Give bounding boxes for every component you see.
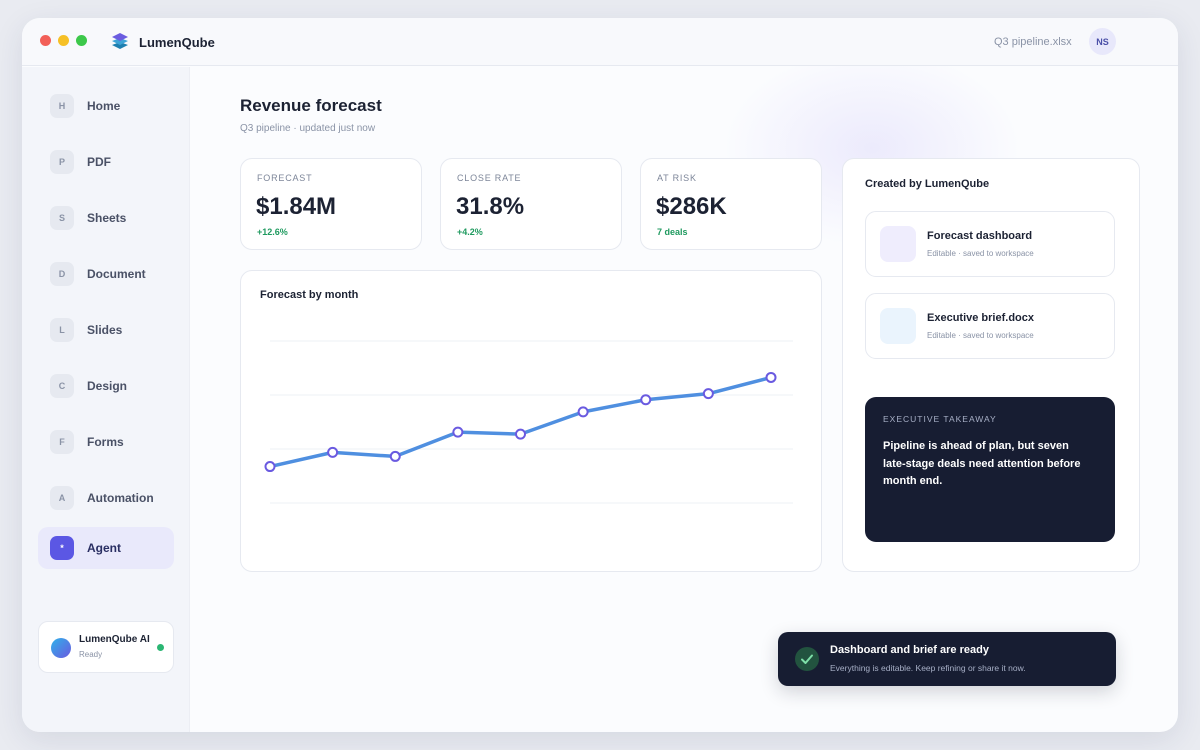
created-files-panel: Created by LumenQube Forecast dashboard … (842, 158, 1140, 572)
file-card-forecast-dashboard[interactable]: Forecast dashboard Editable · saved to w… (865, 211, 1115, 277)
layers-logo-icon (112, 33, 128, 49)
forecast-data-point[interactable] (389, 450, 401, 462)
assistant-status-card[interactable]: LumenQube AI Ready (38, 621, 174, 673)
sidebar-item-label: Agent (87, 541, 121, 555)
panel-title: Created by LumenQube (865, 178, 990, 190)
sidebar-item-label: Automation (87, 491, 154, 505)
forecast-data-point[interactable] (515, 428, 526, 440)
user-avatar[interactable]: NS (1089, 28, 1116, 55)
forecast-line-chart (264, 340, 793, 504)
kpi-delta: +4.2% (457, 227, 483, 237)
design-icon: C (50, 374, 74, 398)
kpi-card-at-risk[interactable]: AT RISK $286K 7 deals (640, 158, 822, 250)
sidebar-item-pdf[interactable]: P PDF (38, 141, 174, 183)
sidebar-item-label: Forms (87, 435, 124, 449)
home-icon: H (50, 94, 74, 118)
file-title: Executive brief.docx (927, 312, 1034, 324)
sidebar-item-label: Sheets (87, 211, 127, 225)
document-thumbnail-icon (880, 308, 916, 344)
assistant-orb-icon (51, 638, 71, 658)
success-toast[interactable]: Dashboard and brief are ready Everything… (778, 632, 1116, 686)
forecast-data-point[interactable] (577, 406, 589, 418)
kpi-label: FORECAST (257, 173, 313, 183)
forms-icon: F (50, 430, 74, 454)
kpi-value: $286K (656, 193, 727, 220)
assistant-status: Ready (79, 650, 103, 659)
sidebar-item-sheets[interactable]: S Sheets (38, 197, 174, 239)
open-file-name[interactable]: Q3 pipeline.xlsx (994, 36, 1072, 48)
takeaway-label: EXECUTIVE TAKEAWAY (883, 414, 997, 424)
sidebar: H Home P PDF S Sheets D Document L Slide… (22, 67, 190, 732)
sidebar-item-label: Document (87, 267, 146, 281)
forecast-data-point[interactable] (640, 394, 652, 406)
sidebar-item-label: PDF (87, 155, 111, 169)
kpi-label: AT RISK (657, 173, 697, 183)
chart-title: Forecast by month (260, 289, 359, 301)
sidebar-item-forms[interactable]: F Forms (38, 421, 174, 463)
automation-icon: A (50, 486, 74, 510)
app-window: LumenQube Q3 pipeline.xlsx NS H Home P P… (22, 18, 1178, 732)
check-icon (795, 647, 819, 671)
forecast-chart-card: Forecast by month (240, 270, 822, 572)
sidebar-item-home[interactable]: H Home (38, 85, 174, 127)
sidebar-item-label: Home (87, 99, 121, 113)
sidebar-item-slides[interactable]: L Slides (38, 309, 174, 351)
close-window-button[interactable] (40, 35, 51, 46)
online-status-dot (157, 644, 164, 651)
app-title: LumenQube (139, 35, 215, 50)
sidebar-item-label: Slides (87, 323, 123, 337)
dashboard-thumbnail-icon (880, 226, 916, 262)
sidebar-item-design[interactable]: C Design (38, 365, 174, 407)
toast-subtitle: Everything is editable. Keep refining or… (830, 663, 1026, 673)
forecast-data-point[interactable] (264, 461, 276, 473)
kpi-card-close-rate[interactable]: CLOSE RATE 31.8% +4.2% (440, 158, 622, 250)
slides-icon: L (50, 318, 74, 342)
agent-icon: * (50, 536, 74, 560)
file-meta: Editable · saved to workspace (927, 249, 1034, 258)
forecast-data-point[interactable] (327, 446, 339, 458)
forecast-data-point[interactable] (765, 371, 777, 383)
sidebar-item-automation[interactable]: A Automation (38, 477, 174, 519)
kpi-label: CLOSE RATE (457, 173, 522, 183)
forecast-data-point[interactable] (702, 388, 714, 400)
file-title: Forecast dashboard (927, 230, 1033, 242)
kpi-value: $1.84M (256, 193, 337, 220)
pdf-icon: P (50, 150, 74, 174)
page-subtitle: Q3 pipeline · updated just now (240, 123, 376, 134)
forecast-series-line (268, 375, 773, 469)
page-title: Revenue forecast (240, 96, 382, 115)
kpi-card-forecast[interactable]: FORECAST $1.84M +12.6% (240, 158, 422, 250)
sidebar-item-label: Design (87, 379, 128, 393)
executive-takeaway-card: EXECUTIVE TAKEAWAY Pipeline is ahead of … (865, 397, 1115, 542)
document-icon: D (50, 262, 74, 286)
minimize-window-button[interactable] (58, 35, 69, 46)
file-meta: Editable · saved to workspace (927, 331, 1034, 340)
assistant-name: LumenQube AI (79, 634, 150, 645)
sidebar-item-document[interactable]: D Document (38, 253, 174, 295)
kpi-delta: +12.6% (257, 227, 288, 237)
sidebar-item-agent[interactable]: * Agent (38, 527, 174, 569)
kpi-delta: 7 deals (657, 227, 688, 237)
kpi-value: 31.8% (456, 193, 525, 220)
takeaway-text: Pipeline is ahead of plan, but seven lat… (883, 440, 1081, 487)
sheets-icon: S (50, 206, 74, 230)
title-bar: LumenQube Q3 pipeline.xlsx NS (22, 18, 1178, 66)
file-card-executive-brief[interactable]: Executive brief.docx Editable · saved to… (865, 293, 1115, 359)
forecast-data-point[interactable] (452, 426, 464, 438)
toast-title: Dashboard and brief are ready (830, 644, 989, 656)
maximize-window-button[interactable] (76, 35, 87, 46)
